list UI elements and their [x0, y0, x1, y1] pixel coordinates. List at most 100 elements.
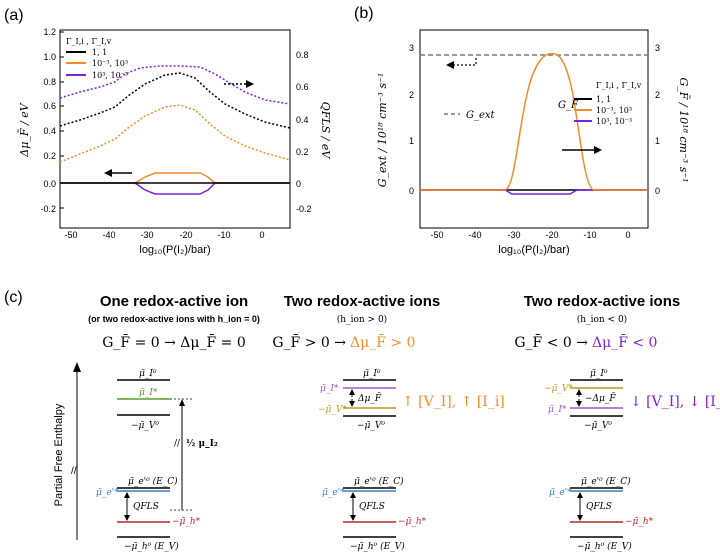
arrowhead-right-icon [594, 146, 602, 154]
tick-label: 0 [409, 186, 414, 196]
col3-equation-right: Δμ_F̄ < 0 [592, 333, 657, 351]
tick-label: 2 [409, 90, 414, 100]
level-label: −μ̃_h* [398, 516, 427, 527]
panel-b-left-ticks: 3 2 1 0 [409, 43, 414, 196]
legend-entry: 1, 1 [596, 95, 611, 104]
panel-b-x-label: log₁₀(P(I₂)/bar) [498, 244, 569, 256]
panel-a-y-left-label: Δμ_F̄ / eV [18, 102, 31, 157]
level-label: −μ̃_V* [318, 404, 347, 415]
tick-label: 0.6 [43, 101, 56, 111]
level-label: −μ̃_h* [625, 516, 654, 527]
panel-a-legend-title: Γ_I,i , Γ_I,v [66, 37, 112, 46]
tick-label: -50 [430, 230, 443, 240]
tick-label: -30 [507, 230, 520, 240]
panel-a-y-right-label: QFLS / eV [319, 102, 332, 160]
tick-label: -10 [583, 230, 596, 240]
tick-label: -40 [102, 230, 115, 240]
level-label: μ̃_I⁰ [139, 368, 157, 379]
tick-label: 0.8 [43, 77, 56, 87]
tick-label: 0.2 [296, 147, 309, 157]
tick-label: 3 [409, 43, 414, 53]
gf-legend-label: G_F̄ [558, 99, 579, 111]
enthalpy-axis-label: Partial Free Enthalpy [53, 403, 65, 506]
arrowhead-left-icon [446, 61, 454, 69]
col1-equation: G_F̄ = 0 → Δμ_F̄ = 0 [102, 333, 246, 351]
col2-trend: ↑ [V_I], ↑ [I_i] [402, 394, 505, 410]
level-label: μ̃_I* [548, 404, 567, 415]
panel-a-x-label: log₁₀(P(I₂)/bar) [139, 244, 210, 256]
level-label: μ̃_e'⁰ (E_C) [354, 476, 404, 487]
gf-orange-curve [420, 53, 648, 191]
half-mu-label: ½ μ_I₂ [186, 438, 218, 449]
gext-arrow-left-icon [452, 58, 477, 66]
tick-label: 1 [409, 136, 414, 146]
tick-label: 1.2 [43, 27, 56, 37]
panel-a-x-ticks: -50 -40 -30 -20 -10 0 [64, 230, 264, 240]
tick-label: -0.2 [40, 204, 56, 214]
tick-label: 0.6 [296, 82, 309, 92]
level-label: μ̃_e'* [322, 487, 345, 498]
tick-label: 1 [655, 136, 660, 146]
tick-label: -0.2 [296, 204, 312, 214]
tick-label: 0.0 [43, 179, 56, 189]
level-label: μ̃_I* [139, 387, 158, 398]
tick-label: 0 [625, 230, 630, 240]
panel-b-right-ticks: 3 2 1 0 [655, 43, 660, 196]
tick-label: 0 [296, 179, 301, 189]
panel-b-x-ticks: -50 -40 -30 -20 -10 0 [430, 230, 630, 240]
panel-c: (c) One redox-active ion (or two redox-a… [4, 289, 720, 552]
delta-mu-purple-curve [60, 182, 290, 195]
level-label: μ̃_e'* [549, 487, 572, 498]
level-label: −μ̃_V⁰ [584, 420, 612, 431]
level-label: −μ̃_V* [544, 383, 573, 394]
arrowhead-left-icon [104, 169, 112, 177]
panel-b-y-left-label: G_ext / 10¹⁸ cm⁻³ s⁻¹ [376, 73, 389, 188]
level-label: μ̃_e'⁰ (E_C) [581, 476, 631, 487]
col3-trend: ↓ [V_I], ↓ [I_i] [630, 394, 720, 410]
level-label: −μ̃_V⁰ [357, 420, 385, 431]
col2-diagram: μ̃_I⁰ μ̃_I* Δμ_F̄ −μ̃_V* −μ̃_V⁰ ↑ [V_I],… [318, 368, 505, 552]
tick-label: 0.8 [296, 50, 309, 60]
legend-entry: 10⁻³, 10³ [92, 59, 128, 68]
tick-label: 0 [655, 186, 660, 196]
level-label: −μ̃_h⁰ (E_V) [124, 541, 179, 552]
qfls-label: QFLS [586, 502, 612, 512]
col3-title: Two redox-active ions [524, 293, 680, 310]
tick-label: -20 [179, 230, 192, 240]
panel-a-right-ticks: 0.8 0.6 0.4 0.2 0 -0.2 [296, 50, 312, 214]
panel-a-plot-frame [59, 29, 291, 229]
legend-entry: 10³, 10⁻³ [92, 71, 128, 80]
tick-label: 1.0 [43, 52, 56, 62]
panel-b: (b) 3 2 1 0 3 2 1 0 -50 -40 -30 -20 -10 … [354, 5, 690, 256]
level-label: μ̃_e'⁰ (E_C) [128, 476, 178, 487]
tick-label: 0 [259, 230, 264, 240]
legend-entry: 10³, 10⁻³ [596, 117, 632, 126]
level-label: −μ̃_h* [172, 516, 201, 527]
tick-label: 3 [655, 43, 660, 53]
tick-label: 2 [655, 90, 660, 100]
arrowhead-up-icon [179, 399, 185, 406]
level-label: μ̃_I⁰ [363, 368, 381, 379]
col1-subtitle: (or two redox-active ions with h_ion = 0… [88, 314, 260, 324]
tick-label: -50 [64, 230, 77, 240]
col1-title: One redox-active ion [100, 293, 248, 310]
col2-subtitle: (h_ion > 0) [337, 314, 387, 325]
half-mu-break: // [174, 439, 181, 449]
qfls-black-curve [59, 72, 291, 129]
panel-b-y-right-label: G_F̄ / 10¹⁸ cm⁻³ s⁻¹ [677, 77, 690, 182]
panel-c-label: (c) [4, 289, 23, 306]
legend-entry: 10⁻³, 10³ [596, 106, 632, 115]
panel-b-label: (b) [354, 5, 374, 22]
neg-delta-mu-label: −Δμ_F̄ [585, 392, 616, 404]
legend-entry: 1, 1 [92, 48, 107, 57]
col3-subtitle: (h_ion < 0) [577, 314, 627, 325]
level-label: −μ̃_V⁰ [131, 420, 159, 431]
panel-a: (a) 1.2 1.0 0.8 0.6 0.4 0.2 0.0 -0.2 0.8… [4, 7, 332, 256]
tick-label: 0.2 [43, 151, 56, 161]
col2-equation-right: Δμ_F̄ > 0 [350, 333, 415, 351]
panel-b-plot-frame [419, 29, 649, 229]
qfls-orange-curve [59, 104, 291, 163]
tick-label: 0.4 [296, 115, 309, 125]
col3-equation-left: G_F̄ < 0 → [514, 333, 588, 351]
